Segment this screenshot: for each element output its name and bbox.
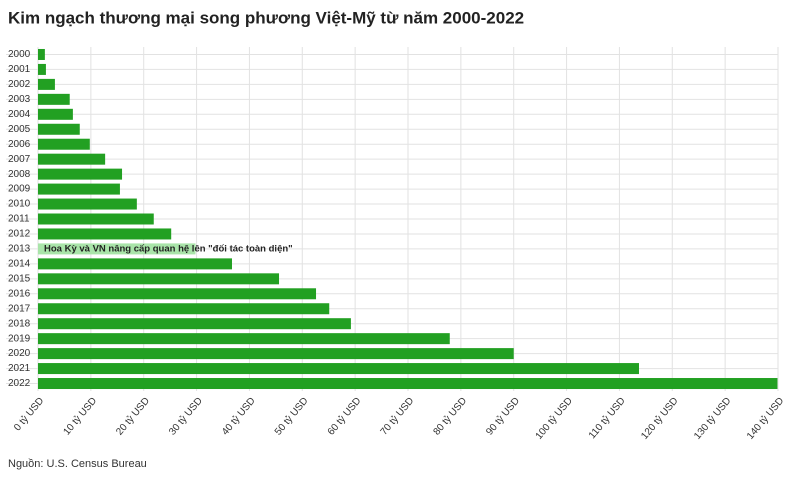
y-tick-label: 2019 bbox=[8, 333, 31, 344]
y-tick-label: 2009 bbox=[8, 184, 31, 195]
bar bbox=[38, 288, 317, 300]
y-tick-label: 2006 bbox=[8, 139, 31, 150]
bar bbox=[38, 108, 73, 120]
bar bbox=[38, 93, 70, 105]
x-tick-label: 70 tỷ USD bbox=[378, 395, 416, 438]
x-tick-label: 60 tỷ USD bbox=[325, 395, 363, 438]
x-tick-label: 130 tỷ USD bbox=[691, 395, 733, 442]
bar bbox=[38, 78, 55, 90]
x-tick-label: 40 tỷ USD bbox=[219, 395, 257, 438]
y-tick-label: 2004 bbox=[8, 109, 31, 120]
bar bbox=[38, 318, 351, 330]
source: Nguồn: U.S. Census Bureau bbox=[8, 458, 147, 470]
bar bbox=[38, 363, 639, 375]
x-tick-label: 140 tỷ USD bbox=[744, 395, 786, 442]
bar bbox=[38, 273, 280, 285]
x-tick-label: 100 tỷ USD bbox=[533, 395, 575, 442]
y-tick-label: 2018 bbox=[8, 318, 31, 329]
y-tick-label: 2021 bbox=[8, 363, 31, 374]
bar bbox=[38, 63, 46, 75]
bar bbox=[38, 333, 450, 345]
y-tick-label: 2005 bbox=[8, 124, 31, 135]
x-tick-label: 0 tỷ USD bbox=[11, 395, 46, 433]
y-tick-label: 2013 bbox=[8, 244, 31, 255]
bar bbox=[38, 198, 137, 210]
x-tick-label: 120 tỷ USD bbox=[639, 395, 681, 442]
bar bbox=[38, 48, 45, 60]
x-tick-label: 50 tỷ USD bbox=[272, 395, 310, 438]
y-tick-label: 2011 bbox=[8, 214, 30, 225]
bar bbox=[38, 123, 80, 135]
y-tick-label: 2020 bbox=[8, 348, 31, 359]
chart-title: Kim ngạch thương mại song phương Việt-Mỹ… bbox=[8, 8, 524, 27]
bar bbox=[38, 138, 90, 150]
y-tick-label: 2001 bbox=[8, 64, 31, 75]
y-tick-label: 2003 bbox=[8, 94, 31, 105]
y-tick-label: 2007 bbox=[8, 154, 31, 165]
x-tick-label: 80 tỷ USD bbox=[431, 395, 469, 438]
bar bbox=[38, 168, 123, 180]
y-tick-label: 2010 bbox=[8, 199, 31, 210]
x-tick-label: 110 tỷ USD bbox=[586, 395, 628, 441]
annotation: Hoa Kỳ và VN nâng cấp quan hệ lên "đối t… bbox=[44, 243, 293, 254]
bar bbox=[38, 258, 232, 270]
x-tick-label: 30 tỷ USD bbox=[166, 395, 204, 438]
bar bbox=[38, 378, 778, 390]
x-tick-label: 20 tỷ USD bbox=[114, 395, 152, 438]
y-tick-label: 2016 bbox=[8, 288, 31, 299]
y-tick-label: 2008 bbox=[8, 169, 31, 180]
y-tick-label: 2000 bbox=[8, 49, 31, 60]
y-tick-label: 2022 bbox=[8, 378, 31, 389]
x-tick-label: 10 tỷ USD bbox=[61, 395, 99, 438]
y-tick-label: 2017 bbox=[8, 303, 31, 314]
bar bbox=[38, 228, 172, 240]
bar bbox=[38, 183, 120, 195]
bar bbox=[38, 303, 330, 315]
bar bbox=[38, 213, 154, 225]
bar bbox=[38, 153, 106, 165]
x-tick-label: 90 tỷ USD bbox=[484, 395, 522, 438]
bar bbox=[38, 243, 196, 255]
bar bbox=[38, 348, 514, 360]
y-tick-label: 2002 bbox=[8, 79, 31, 90]
y-tick-label: 2014 bbox=[8, 259, 31, 270]
y-tick-label: 2015 bbox=[8, 273, 31, 284]
y-tick-label: 2012 bbox=[8, 229, 31, 240]
